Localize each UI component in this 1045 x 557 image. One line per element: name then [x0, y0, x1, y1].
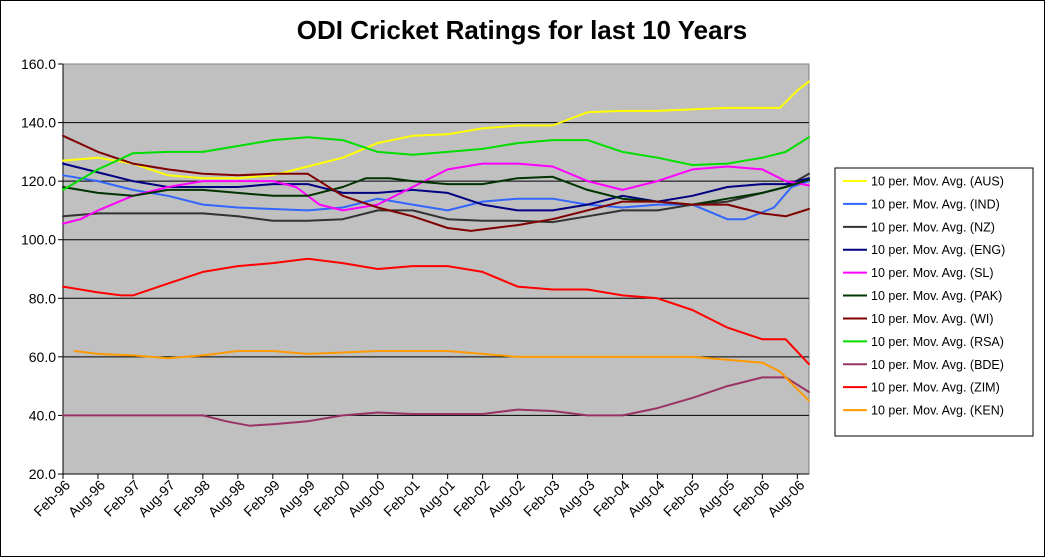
y-tick-label: 80.0 — [29, 290, 56, 306]
x-tick-label: Aug-00 — [345, 477, 388, 520]
series-line-rsa — [62, 136, 810, 191]
series-line-eng — [62, 162, 810, 212]
x-tick-label: Feb-04 — [590, 477, 633, 520]
y-tick-label: 120.0 — [21, 173, 56, 189]
legend-entry: 10 per. Mov. Avg. (BDE) — [871, 358, 1004, 372]
series-group — [62, 80, 810, 427]
legend-entry: 10 per. Mov. Avg. (NZ) — [871, 220, 995, 234]
legend-entry: 10 per. Mov. Avg. (AUS) — [871, 175, 1004, 189]
x-tick-label: Feb-06 — [730, 477, 773, 520]
y-tick-label: 160.0 — [21, 56, 56, 72]
legend-entry: 10 per. Mov. Avg. (ENG) — [871, 243, 1005, 257]
chart-title: ODI Cricket Ratings for last 10 Years — [297, 15, 747, 45]
x-tick-label: Feb-99 — [240, 477, 283, 520]
x-tick-label: Aug-99 — [275, 477, 318, 520]
x-tick-label: Aug-96 — [65, 477, 108, 520]
legend-entry: 10 per. Mov. Avg. (WI) — [871, 312, 994, 326]
series-line-sl — [62, 162, 810, 225]
legend-entry: 10 per. Mov. Avg. (RSA) — [871, 335, 1004, 349]
legend-entry: 10 per. Mov. Avg. (ZIM) — [871, 381, 1000, 395]
x-tick-label: Aug-97 — [135, 477, 178, 520]
series-line-zim — [62, 257, 810, 366]
x-tick-label: Feb-03 — [520, 477, 563, 520]
x-tick-label: Feb-00 — [310, 477, 353, 520]
legend-entry: 10 per. Mov. Avg. (PAK) — [871, 289, 1002, 303]
y-tick-label: 60.0 — [29, 349, 56, 365]
x-tick-label: Aug-04 — [624, 477, 667, 520]
y-tick-label: 140.0 — [21, 115, 56, 131]
y-tick-label: 40.0 — [29, 407, 56, 423]
series-line-ken — [73, 350, 810, 402]
y-tick-label: 100.0 — [21, 232, 56, 248]
x-tick-label: Aug-06 — [764, 477, 807, 520]
plot-background — [62, 63, 810, 475]
series-line-ind — [62, 174, 810, 221]
x-tick-label: Aug-03 — [554, 477, 597, 520]
x-tick-label: Feb-05 — [660, 477, 703, 520]
legend: 10 per. Mov. Avg. (AUS) 10 per. Mov. Avg.… — [834, 167, 1034, 437]
series-line-aus — [62, 80, 810, 180]
x-tick-label: Feb-96 — [30, 477, 73, 520]
legend-entry: 10 per. Mov. Avg. (SL) — [871, 266, 994, 280]
x-tick-label: Aug-02 — [484, 477, 527, 520]
x-tick-label: Aug-01 — [415, 477, 458, 520]
x-tick-label: Feb-01 — [380, 477, 423, 520]
x-tick-label: Aug-05 — [694, 477, 737, 520]
x-tick-label: Feb-98 — [170, 477, 213, 520]
series-line-bde — [62, 376, 810, 427]
x-tick-label: Aug-98 — [205, 477, 248, 520]
legend-entry: 10 per. Mov. Avg. (KEN) — [871, 404, 1004, 418]
legend-entry: 10 per. Mov. Avg. (IND) — [871, 197, 1000, 211]
series-line-wi — [62, 134, 810, 232]
legend-box — [834, 167, 1034, 437]
x-tick-label: Feb-97 — [100, 477, 143, 520]
y-tick-label: 20.0 — [29, 466, 56, 482]
x-tick-label: Feb-02 — [450, 477, 493, 520]
plot-area-group — [62, 63, 810, 475]
